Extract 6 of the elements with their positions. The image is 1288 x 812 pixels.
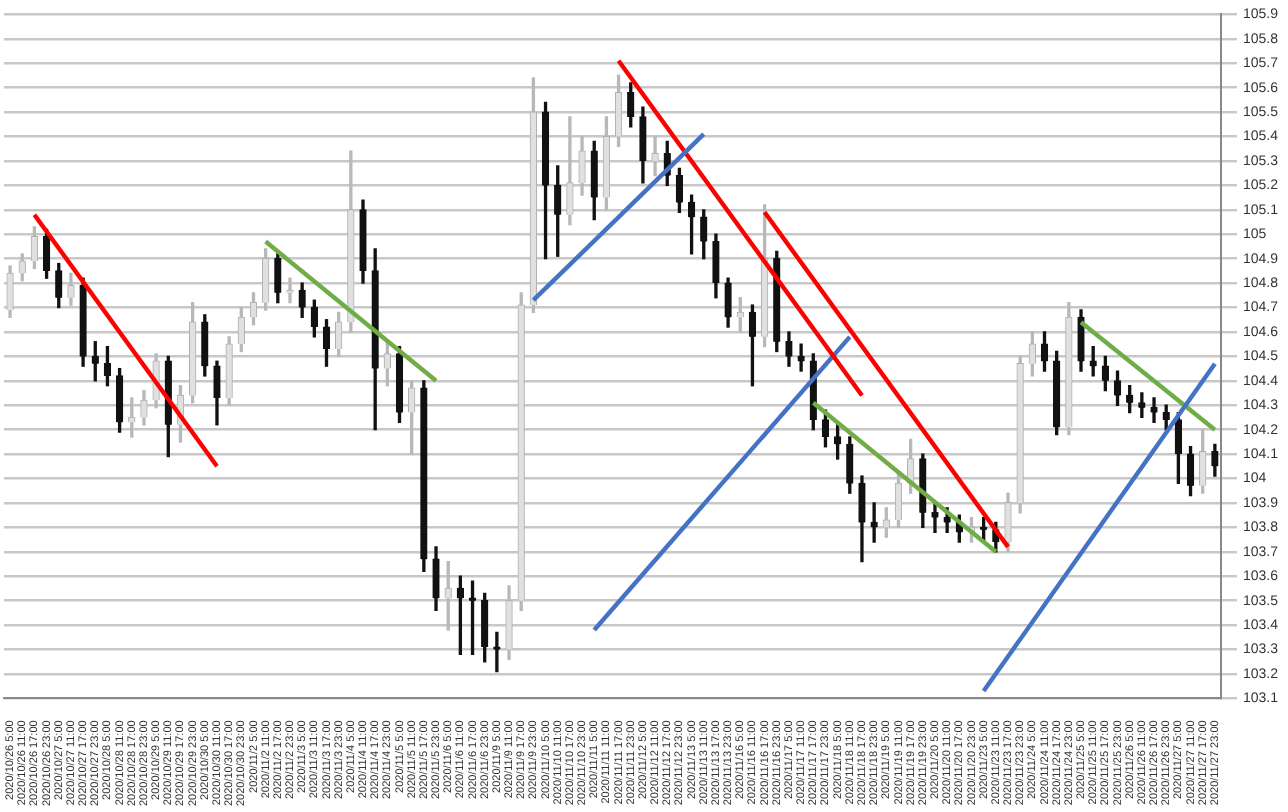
candlestick [1150,397,1158,423]
candlestick [870,502,878,543]
candlestick [651,135,659,177]
candlestick [1138,392,1146,419]
candlestick [493,631,501,673]
candlestick [797,343,805,372]
